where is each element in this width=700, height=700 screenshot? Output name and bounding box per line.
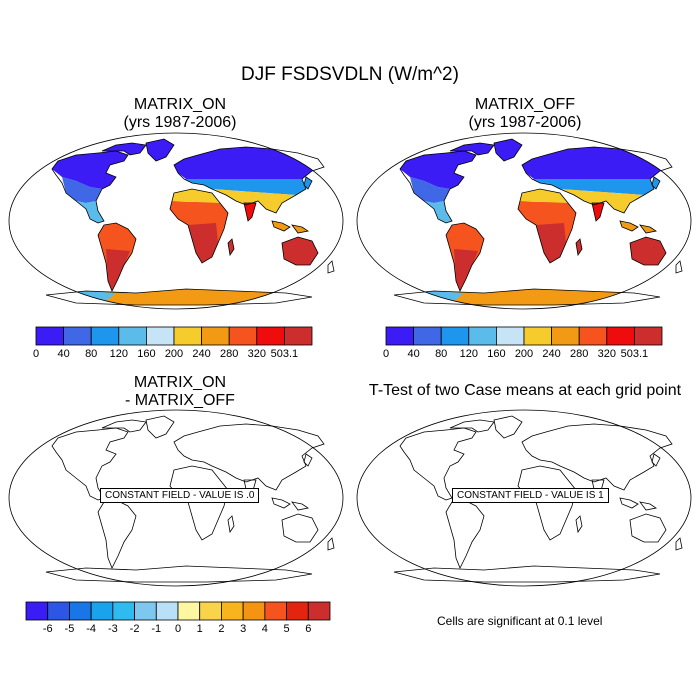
colorbar-label: -6 <box>43 623 53 635</box>
colorbar-swatch <box>307 601 331 621</box>
panel-title-ttest: T-Test of two Case means at each grid po… <box>368 382 682 399</box>
colorbar-swatch <box>578 326 608 346</box>
colorbar-label: -1 <box>151 623 161 635</box>
significance-note: Cells are significant at 0.1 level <box>437 614 603 628</box>
constant-field-message: CONSTANT FIELD - VALUE IS 1 <box>452 488 609 503</box>
field-fill <box>6 131 346 311</box>
colorbar-label: 0 <box>175 623 181 635</box>
colorbar-swatch <box>63 326 92 346</box>
colorbar-swatch <box>385 326 415 346</box>
colorbar-swatch <box>286 601 309 621</box>
colorbar-swatch <box>47 601 70 621</box>
colorbar-swatch <box>496 326 525 346</box>
colorbar-label: 160 <box>487 348 505 360</box>
colorbar-swatch <box>118 326 147 346</box>
panel-title-line2: - MATRIX_OFF <box>125 392 235 409</box>
colorbar-label: 6 <box>305 623 311 635</box>
colorbar-label: 240 <box>192 348 210 360</box>
colorbar-abs-left: 0 40 80 120 160 200 240 280 320 503.1 <box>33 326 313 360</box>
colorbar-label: -3 <box>108 623 118 635</box>
field-fill <box>354 131 694 311</box>
colorbar-label: 320 <box>248 348 266 360</box>
colorbar-label: 320 <box>598 348 616 360</box>
colorbar-label: 2 <box>218 623 224 635</box>
colorbar-label: 40 <box>407 348 419 360</box>
colorbar-label: -2 <box>130 623 140 635</box>
colorbar-swatch <box>228 326 258 346</box>
colorbar-swatch <box>551 326 580 346</box>
colorbar-swatch <box>242 601 266 621</box>
colorbar-difference: -6 -5 -4 -3 -2 -1 0 1 2 3 4 5 6 <box>25 601 331 635</box>
colorbar-swatch <box>413 326 442 346</box>
colorbar-label: 80 <box>435 348 447 360</box>
panel-title-line1: MATRIX_ON <box>133 374 227 391</box>
colorbar-swatch <box>256 326 285 346</box>
colorbar-label: 503.1 <box>621 348 649 360</box>
colorbar-swatch <box>134 601 157 621</box>
colorbar-swatch <box>199 601 222 621</box>
colorbar-swatch <box>606 326 635 346</box>
colorbar-swatch <box>264 601 287 621</box>
colorbar-label: 1 <box>197 623 203 635</box>
panel-title-line1: MATRIX_OFF <box>474 96 576 113</box>
figure-title: DJF FSDSVDLN (W/m^2) <box>241 64 459 85</box>
colorbar-swatch <box>523 326 553 346</box>
colorbar-label: 4 <box>262 623 268 635</box>
map-border <box>356 409 692 587</box>
colorbar-swatch <box>155 601 179 621</box>
colorbar-label: 80 <box>85 348 97 360</box>
panel-title-line1: MATRIX_ON <box>133 96 227 113</box>
colorbar-label: 280 <box>570 348 588 360</box>
colorbar-label: 120 <box>460 348 478 360</box>
map-border <box>8 132 344 310</box>
colorbar-swatch <box>221 601 244 621</box>
colorbar-label: 240 <box>542 348 560 360</box>
colorbar-label: 160 <box>137 348 155 360</box>
colorbar-swatch <box>177 601 201 621</box>
colorbar-abs-right: 0 40 80 120 160 200 240 280 320 503.1 <box>383 326 663 360</box>
colorbar-label: 3 <box>240 623 246 635</box>
constant-field-message: CONSTANT FIELD - VALUE IS .0 <box>100 488 260 503</box>
colorbar-label: -4 <box>86 623 96 635</box>
colorbar-swatch <box>440 326 470 346</box>
panel-title-difference: MATRIX_ON - MATRIX_OFF <box>10 374 350 410</box>
colorbar-swatch <box>283 326 313 346</box>
colorbar-label: 200 <box>165 348 183 360</box>
colorbar-swatch <box>25 601 49 621</box>
colorbar-label: -5 <box>65 623 75 635</box>
colorbar-swatch <box>69 601 92 621</box>
colorbar-label: 5 <box>284 623 290 635</box>
colorbar-label: 120 <box>110 348 128 360</box>
map-matrix-off <box>354 131 694 311</box>
map-border <box>356 132 692 310</box>
colorbar-swatch <box>90 601 114 621</box>
colorbar-label: 0 <box>33 348 39 360</box>
colorbar-swatch <box>35 326 65 346</box>
colorbar-swatch <box>90 326 120 346</box>
panel-title-line2: (yrs 1987-2006) <box>123 114 237 131</box>
colorbar-swatch <box>146 326 175 346</box>
map-border <box>8 409 344 587</box>
colorbar-swatch <box>173 326 203 346</box>
colorbar-label: 40 <box>57 348 69 360</box>
colorbar-label: 0 <box>383 348 389 360</box>
colorbar-swatch <box>633 326 663 346</box>
map-matrix-on <box>6 131 346 311</box>
panel-title-line2: (yrs 1987-2006) <box>468 114 582 131</box>
panel-title-matrix-on: MATRIX_ON (yrs 1987-2006) <box>10 96 350 132</box>
colorbar-swatch <box>112 601 135 621</box>
colorbar-label: 503.1 <box>271 348 299 360</box>
panel-title-matrix-off: MATRIX_OFF (yrs 1987-2006) <box>355 96 695 132</box>
colorbar-label: 200 <box>515 348 533 360</box>
colorbar-label: 280 <box>220 348 238 360</box>
colorbar-swatch <box>201 326 230 346</box>
colorbar-swatch <box>468 326 497 346</box>
